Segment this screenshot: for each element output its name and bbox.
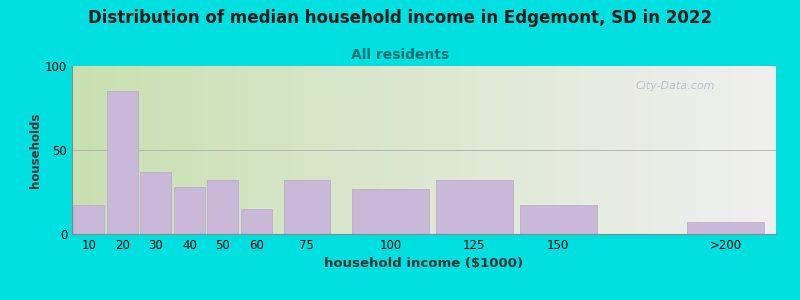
Bar xyxy=(283,180,330,234)
Bar xyxy=(207,180,238,234)
Text: City-Data.com: City-Data.com xyxy=(635,81,714,91)
Bar xyxy=(241,209,272,234)
Y-axis label: households: households xyxy=(29,112,42,188)
Bar xyxy=(436,180,513,234)
Bar xyxy=(687,222,764,234)
Bar xyxy=(519,206,597,234)
X-axis label: household income ($1000): household income ($1000) xyxy=(325,257,523,270)
Bar xyxy=(352,189,429,234)
Bar xyxy=(174,187,205,234)
Bar xyxy=(107,91,138,234)
Text: Distribution of median household income in Edgemont, SD in 2022: Distribution of median household income … xyxy=(88,9,712,27)
Bar xyxy=(140,172,171,234)
Text: All residents: All residents xyxy=(351,48,449,62)
Bar xyxy=(74,206,104,234)
